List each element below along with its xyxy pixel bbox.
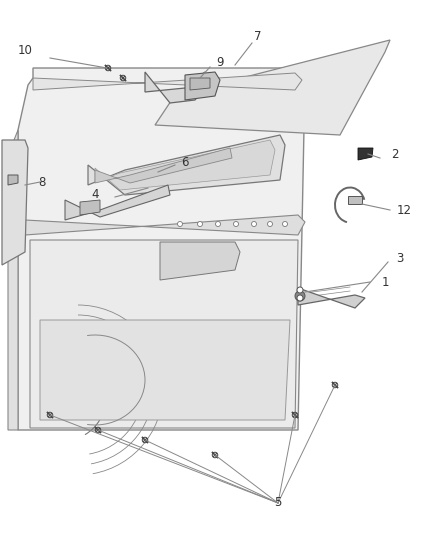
Circle shape: [251, 222, 257, 227]
Polygon shape: [40, 320, 290, 420]
Polygon shape: [185, 72, 220, 100]
Text: 9: 9: [216, 55, 224, 69]
Circle shape: [297, 295, 303, 301]
Circle shape: [283, 222, 287, 227]
Text: 12: 12: [396, 204, 411, 216]
Circle shape: [268, 222, 272, 227]
Polygon shape: [33, 73, 302, 90]
Polygon shape: [358, 148, 373, 160]
Polygon shape: [80, 200, 100, 215]
Polygon shape: [8, 130, 18, 430]
Polygon shape: [30, 240, 298, 428]
Polygon shape: [298, 288, 365, 308]
Text: 7: 7: [254, 29, 262, 43]
Circle shape: [233, 222, 239, 227]
Polygon shape: [160, 242, 240, 280]
Polygon shape: [25, 215, 305, 235]
Circle shape: [198, 222, 202, 227]
Text: 3: 3: [396, 252, 404, 264]
Polygon shape: [8, 175, 18, 185]
Text: 5: 5: [274, 497, 282, 510]
Text: 4: 4: [91, 188, 99, 200]
Circle shape: [215, 222, 220, 227]
Polygon shape: [348, 196, 362, 204]
Polygon shape: [190, 78, 210, 90]
Polygon shape: [88, 135, 285, 195]
Text: 10: 10: [18, 44, 32, 56]
Polygon shape: [65, 185, 170, 220]
Polygon shape: [95, 148, 232, 183]
Text: 1: 1: [381, 276, 389, 288]
Polygon shape: [95, 140, 275, 190]
Text: 6: 6: [181, 156, 189, 168]
Polygon shape: [2, 140, 28, 265]
Circle shape: [297, 287, 303, 293]
Polygon shape: [145, 72, 210, 103]
Circle shape: [177, 222, 183, 227]
Text: 2: 2: [391, 149, 399, 161]
Polygon shape: [18, 68, 305, 430]
Text: 8: 8: [38, 175, 46, 189]
Polygon shape: [155, 40, 390, 135]
Circle shape: [295, 291, 305, 301]
